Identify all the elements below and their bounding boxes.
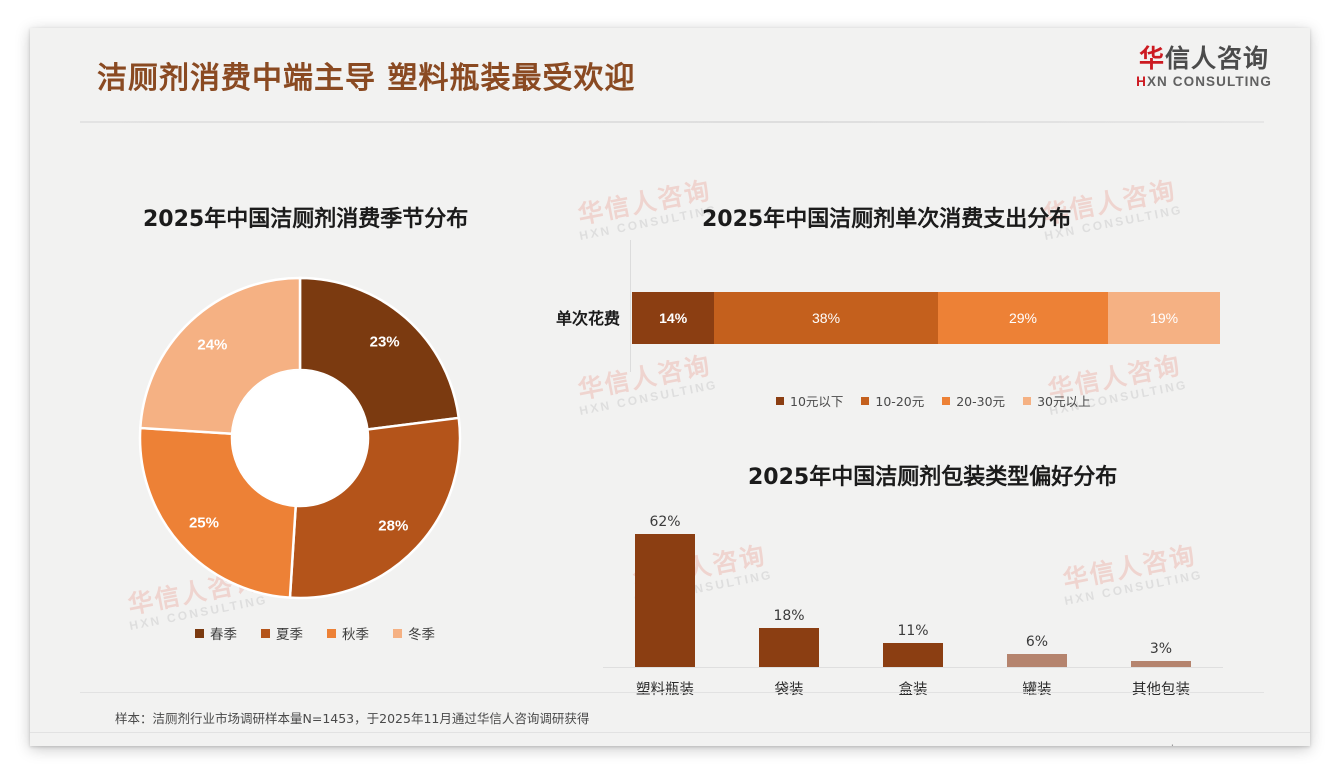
legend-item[interactable]: 10-20元 (861, 391, 924, 410)
footer-website[interactable]: www.hxrcon.com (1137, 742, 1244, 746)
column-category-label: 塑料瓶装 (636, 682, 694, 698)
legend-label: 10元以下 (790, 394, 844, 409)
column-category-label: 袋装 (774, 682, 804, 698)
column-bar[interactable]: 3% (1131, 641, 1191, 667)
logo-english-text: HXN CONSULTING (1136, 74, 1272, 89)
stacked-bar-segment[interactable]: 29% (937, 292, 1109, 344)
slide-canvas: 华信人咨询 HXN CONSULTING 华信人咨询 HXN CONSULTIN… (30, 28, 1310, 746)
stacked-chart-axis (630, 240, 631, 372)
logo-cn-accent: 华 (1139, 44, 1166, 73)
legend-label: 春季 (210, 627, 237, 643)
legend-swatch-icon (327, 628, 336, 638)
column-value-label: 6% (1025, 634, 1049, 650)
legend-swatch-icon (942, 396, 951, 405)
footnote-divider (80, 692, 1264, 693)
donut-slice-label: 25% (188, 514, 219, 532)
donut-legend: 春季 夏季 秋季 冬季 (195, 623, 459, 643)
stacked-row-label: 单次花费 (555, 309, 620, 328)
column-bar[interactable]: 11% (883, 623, 943, 667)
column-value-label: 3% (1149, 641, 1173, 657)
column-bar[interactable]: 62% (635, 514, 695, 667)
footer-divider (30, 732, 1310, 733)
legend-label: 30元以上 (1037, 394, 1091, 409)
donut-slice-label: 28% (378, 517, 409, 535)
legend-swatch-icon (261, 628, 270, 638)
legend-label: 冬季 (408, 627, 435, 643)
legend-label: 10-20元 (875, 394, 925, 409)
legend-swatch-icon (776, 396, 784, 405)
company-logo: 华信人咨询 HXN CONSULTING (1136, 44, 1272, 89)
column-chart-baseline (603, 667, 1223, 668)
column-category-label: 其他包装 (1132, 682, 1190, 698)
header-divider (80, 121, 1264, 123)
legend-swatch-icon (1023, 396, 1032, 405)
logo-en-accent: H (1136, 74, 1147, 90)
legend-item[interactable]: 春季 (195, 623, 237, 643)
stacked-bar: 14% 38% 29% 19% (632, 292, 1220, 344)
donut-chart-title: 2025年中国洁厕剂消费季节分布 (143, 207, 469, 232)
donut-chart: 23% 28% 25% 24% (135, 273, 465, 603)
legend-label: 夏季 (276, 627, 303, 643)
legend-item[interactable]: 秋季 (327, 623, 369, 643)
donut-slice-label: 23% (369, 333, 400, 351)
legend-item[interactable]: 30元以上 (1023, 391, 1090, 410)
footer-copyright: ©2026.1 HXR华信人咨询 (96, 742, 245, 746)
logo-en-rest: XN CONSULTING (1146, 74, 1272, 90)
column-group: 11% 盒装 (851, 623, 975, 698)
logo-cn-rest: 信人咨询 (1165, 44, 1270, 73)
legend-item[interactable]: 10元以下 (776, 391, 843, 410)
legend-swatch-icon (393, 628, 402, 638)
watermark-cn: 华信人咨询 (575, 176, 714, 230)
column-chart: 62% 塑料瓶装 18% 袋装 11% 盒装 6% 罐装 3% 其他包装 (603, 496, 1223, 698)
legend-label: 秋季 (342, 627, 369, 643)
legend-swatch-icon (861, 396, 870, 405)
logo-chinese-text: 华信人咨询 (1136, 44, 1272, 73)
donut-slice-label: 24% (197, 336, 228, 354)
donut-chart-svg (138, 276, 462, 600)
column-value-label: 11% (897, 623, 929, 639)
column-bar[interactable]: 6% (1007, 634, 1067, 667)
column-group: 3% 其他包装 (1099, 641, 1223, 698)
legend-swatch-icon (195, 628, 204, 638)
column-chart-title: 2025年中国洁厕剂包装类型偏好分布 (748, 465, 1118, 490)
column-bar[interactable]: 18% (759, 608, 819, 667)
column-group: 6% 罐装 (975, 634, 1099, 698)
watermark: 华信人咨询 HXN CONSULTING (572, 170, 719, 243)
column-group: 18% 袋装 (727, 608, 851, 698)
stacked-bar-segment[interactable]: 38% (714, 292, 938, 344)
legend-item[interactable]: 夏季 (261, 623, 303, 643)
column-value-label: 62% (649, 514, 681, 530)
column-value-label: 18% (773, 608, 805, 624)
legend-label: 20-30元 (956, 394, 1006, 409)
stacked-legend: 10元以下 10-20元 20-30元 30元以上 (776, 391, 1108, 410)
legend-item[interactable]: 20-30元 (942, 391, 1005, 410)
column-category-label: 罐装 (1022, 682, 1052, 698)
stacked-bar-chart: 14% 38% 29% 19% (630, 240, 1222, 372)
page-title: 洁厕剂消费中端主导 塑料瓶装最受欢迎 (97, 61, 636, 96)
watermark-en: HXN CONSULTING (578, 202, 719, 243)
stacked-chart-title: 2025年中国洁厕剂单次消费支出分布 (702, 207, 1072, 232)
watermark-en: HXN CONSULTING (578, 377, 719, 418)
column-group: 62% 塑料瓶装 (603, 514, 727, 698)
donut-hole-inner (232, 370, 368, 506)
stacked-bar-segment[interactable]: 19% (1108, 292, 1220, 344)
sample-footnote: 样本：洁厕剂行业市场调研样本量N=1453，于2025年11月通过华信人咨询调研… (115, 711, 590, 726)
stacked-bar-segment[interactable]: 14% (632, 292, 715, 344)
legend-item[interactable]: 冬季 (393, 623, 435, 643)
column-category-label: 盒装 (898, 682, 928, 698)
slide-header: 洁厕剂消费中端主导 塑料瓶装最受欢迎 华信人咨询 HXN CONSULTING (30, 28, 1310, 116)
